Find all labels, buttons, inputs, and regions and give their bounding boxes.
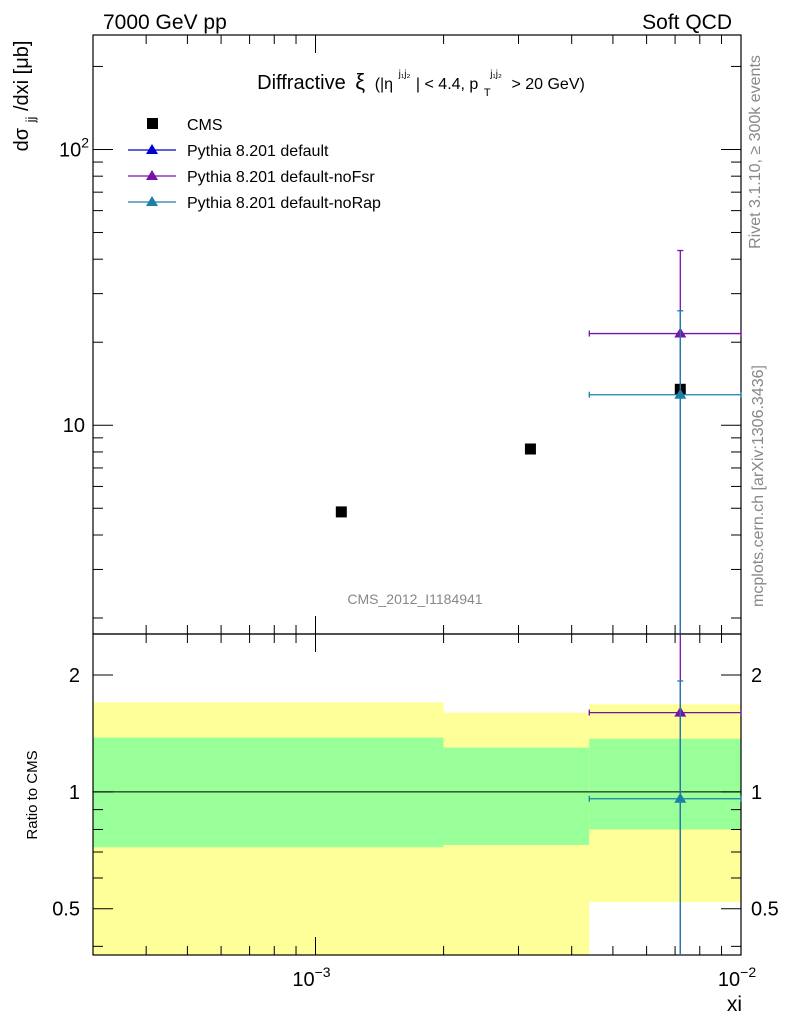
main-ytick-label-0: 10	[63, 415, 85, 437]
ratio-ytick-label-left-0: 0.5	[52, 899, 80, 921]
ratio-band-green-1	[443, 747, 590, 845]
legend: CMS Pythia 8.201 default Pythia 8.201 de…	[128, 117, 381, 212]
xtick-label-0: 10−3	[292, 964, 330, 991]
ratio-ytick-label-right-0: 0.5	[751, 899, 779, 921]
main-series3-point0-marker	[674, 388, 687, 399]
x-axis-label: xi	[727, 993, 742, 1016]
title-open: (|η	[375, 76, 393, 93]
title-sub: T	[484, 87, 491, 99]
ratio-ytick-label-left-1: 1	[69, 782, 80, 804]
legend-marker-default	[146, 144, 158, 154]
legend-marker-cms	[147, 118, 158, 129]
legend-marker-norap	[146, 196, 158, 206]
title-mid: | < 4.4, p	[416, 76, 479, 93]
main-series0-point0-marker	[335, 506, 347, 518]
legend-label-nofsr: Pythia 8.201 default-noFsr	[187, 169, 375, 186]
title-sup1: j₁j₂	[398, 69, 411, 80]
legend-marker-nofsr	[146, 170, 158, 180]
xtick-label-1: 10−2	[718, 964, 756, 991]
ylabel-sub: jj	[23, 116, 38, 123]
ylabel-rest: /dxi [μb]	[11, 41, 33, 111]
main-ylabel: dσ jj /dxi [μb]	[11, 41, 40, 152]
title-xi: ξ	[355, 69, 365, 94]
chart-title: Diffractive ξ (|η j₁j₂ | < 4.4, p T j₁j₂…	[257, 60, 585, 101]
ratio-ytick-label-left-2: 2	[69, 665, 80, 687]
main-panel: 10 102	[59, 34, 742, 635]
ratio-frame	[92, 633, 742, 956]
process-label: Soft QCD	[642, 11, 732, 34]
energy-label: 7000 GeV pp	[103, 11, 227, 34]
title-main: Diffractive	[257, 72, 346, 94]
mcplots-label: mcplots.cern.ch [arXiv:1306.3436]	[750, 365, 767, 607]
ratio-panel: 0.5 0.5 1 1 2 2 10−3 10−2	[52, 633, 779, 991]
rivet-label: Rivet 3.1.10, ≥ 300k events	[747, 55, 764, 249]
ratio-ytick-label-right-1: 1	[751, 782, 762, 804]
legend-label-norap: Pythia 8.201 default-noRap	[187, 195, 381, 212]
main-series0-point1-marker	[524, 443, 536, 455]
ratio-band-green-2	[589, 738, 741, 830]
analysis-label: CMS_2012_I1184941	[347, 591, 482, 607]
title-sup2: j₁j₂	[489, 69, 502, 80]
ratio-ytick-label-right-2: 2	[751, 665, 762, 687]
ratio-ylabel: Ratio to CMS	[24, 750, 41, 839]
main-ytick-label-1: 102	[59, 134, 89, 161]
ratio-series1-point0-marker	[674, 792, 687, 803]
legend-label-cms: CMS	[187, 117, 223, 134]
title-close: > 20 GeV)	[511, 76, 584, 93]
legend-label-default: Pythia 8.201 default	[187, 143, 329, 160]
ylabel-main: dσ	[11, 127, 33, 151]
ratio-band-green-0	[93, 737, 444, 848]
